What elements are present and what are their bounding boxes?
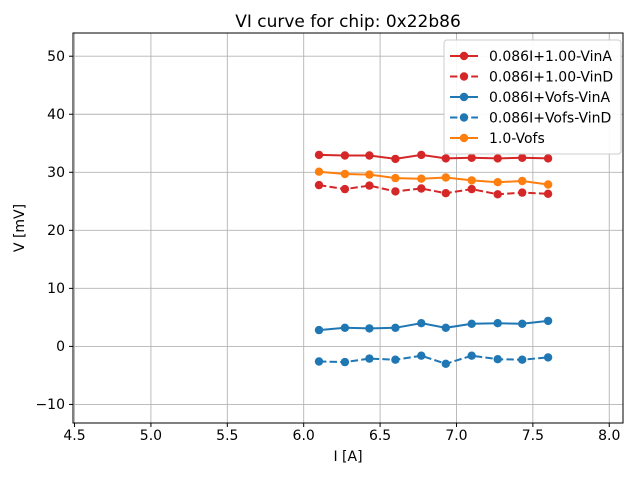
data-point-marker <box>314 357 324 366</box>
data-point-marker <box>467 153 476 162</box>
data-point-marker <box>543 316 553 326</box>
data-point-marker <box>518 319 527 328</box>
x-tick-label: 5.5 <box>216 428 238 444</box>
data-point-marker <box>441 359 450 368</box>
data-point-marker <box>543 154 553 163</box>
data-point-marker <box>314 325 324 335</box>
legend-sample-marker <box>459 92 469 102</box>
data-point-marker <box>543 189 553 198</box>
data-point-marker <box>417 351 426 360</box>
data-point-marker <box>518 176 527 186</box>
legend-item-label: 0.086I+Vofs-VinA <box>489 90 610 106</box>
data-point-marker <box>417 319 426 328</box>
y-tick-label: 20 <box>47 223 65 239</box>
data-point-marker <box>365 170 374 179</box>
data-point-marker <box>543 353 553 362</box>
data-point-marker <box>365 181 374 190</box>
data-point-marker <box>314 167 324 176</box>
legend-sample-marker <box>459 51 469 61</box>
legend-item-label: 0.086I+Vofs-VinD <box>489 110 611 126</box>
data-point-marker <box>417 174 426 183</box>
series-line <box>318 354 549 365</box>
data-point-marker <box>417 150 426 160</box>
chart-title: VI curve for chip: 0x22b86 <box>235 12 461 32</box>
data-point-marker <box>518 153 527 162</box>
data-point-marker <box>493 154 502 163</box>
x-tick-label: 8.0 <box>598 428 620 444</box>
x-axis-label: I [A] <box>333 449 362 465</box>
data-point-marker <box>467 319 476 328</box>
legend-sample-marker <box>459 133 469 143</box>
data-point-marker <box>391 173 400 183</box>
data-point-marker <box>467 184 476 194</box>
y-tick-label: −10 <box>35 397 65 413</box>
data-point-marker <box>441 173 450 182</box>
data-point-marker <box>493 319 502 328</box>
y-tick-label: 0 <box>56 339 65 355</box>
series-line <box>318 170 549 186</box>
data-point-marker <box>340 151 350 160</box>
data-point-marker <box>417 184 426 193</box>
x-tick-label: 5.0 <box>140 428 162 444</box>
y-tick-label: 40 <box>47 107 65 123</box>
data-point-marker <box>518 188 527 197</box>
x-tick-label: 7.0 <box>445 428 467 444</box>
y-tick-label: 50 <box>47 49 65 65</box>
data-point-marker <box>365 324 374 333</box>
series-line <box>318 153 549 160</box>
data-point-marker <box>441 154 450 163</box>
data-point-marker <box>391 154 400 164</box>
data-point-marker <box>340 184 350 194</box>
data-point-marker <box>391 323 400 332</box>
data-point-marker <box>467 351 476 360</box>
data-point-marker <box>340 169 350 179</box>
legend-item-label: 1.0-Vofs <box>489 131 545 147</box>
y-tick-label: 30 <box>47 165 65 181</box>
data-point-marker <box>391 355 400 364</box>
data-point-marker <box>543 180 553 189</box>
x-tick-label: 6.5 <box>369 428 391 444</box>
series-line <box>318 184 549 196</box>
axis-frame <box>72 32 624 424</box>
data-point-marker <box>493 355 502 364</box>
data-point-marker <box>391 187 400 196</box>
legend-box <box>443 39 622 155</box>
data-point-marker <box>340 357 350 367</box>
data-point-marker <box>493 178 502 187</box>
data-point-marker <box>441 323 450 332</box>
y-axis-label: V [mV] <box>12 204 28 252</box>
data-point-marker <box>365 151 374 160</box>
data-point-marker <box>314 150 324 160</box>
data-point-marker <box>518 355 527 364</box>
series-line <box>318 319 549 332</box>
legend-item-label: 0.086I+1.00-VinA <box>489 49 612 65</box>
data-point-marker <box>365 354 374 363</box>
data-point-marker <box>340 323 350 332</box>
y-tick-label: 10 <box>47 281 65 297</box>
x-tick-label: 7.5 <box>522 428 544 444</box>
data-point-marker <box>467 176 476 185</box>
x-tick-label: 4.5 <box>63 428 85 444</box>
data-point-marker <box>314 180 324 190</box>
legend-sample-marker <box>459 72 469 81</box>
data-point-marker <box>441 189 450 198</box>
legend-item-label: 0.086I+1.00-VinD <box>489 69 613 85</box>
axes-area: 4.5 5.0 5.5 6.0 6.5 7.0 7.5 8.0 −10 0 10 20 30 40 50 0.… <box>35 32 624 444</box>
x-tick-label: 6.0 <box>293 428 315 444</box>
legend-sample-marker <box>459 113 469 122</box>
data-point-marker <box>493 190 502 199</box>
